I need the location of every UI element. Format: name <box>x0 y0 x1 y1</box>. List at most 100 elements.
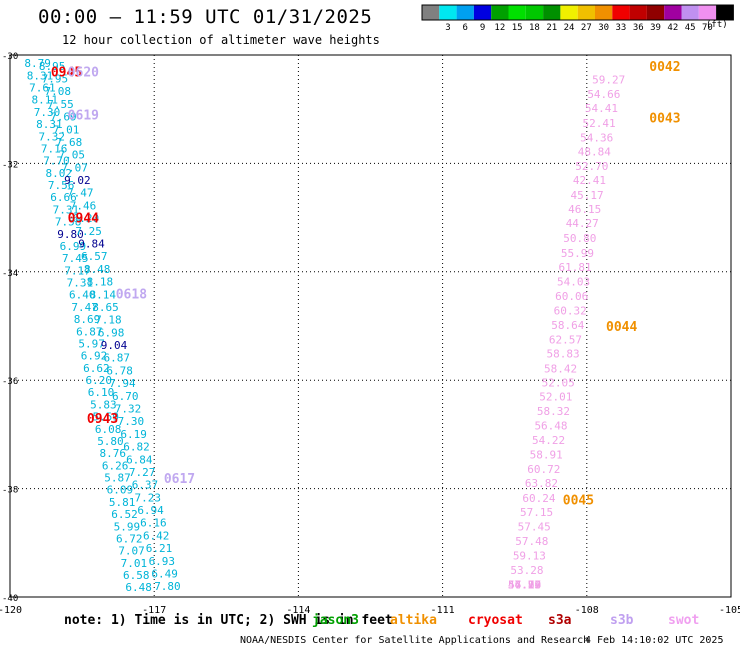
scale-tick-label: 15 <box>512 23 523 33</box>
pass-label: 0620 <box>68 65 99 80</box>
wave-height-west: 6.58 <box>123 569 150 582</box>
wave-height-west: 6.08 <box>95 423 122 436</box>
scale-swatch <box>698 5 717 20</box>
scale-swatch <box>612 5 630 20</box>
wave-height-west-2: 7.80 <box>154 580 181 593</box>
wave-height-west: 5.99 <box>114 520 141 533</box>
wave-height-west-2: 7.94 <box>109 377 136 390</box>
scale-swatch <box>595 5 613 20</box>
wave-height-west: 7.47 <box>71 301 98 314</box>
wave-height-west-2: 7.55 <box>47 98 74 111</box>
wave-height-east: 54.36 <box>580 131 613 144</box>
wave-height-east: 57.45 <box>518 521 551 534</box>
x-tick-label: -120 <box>0 605 22 615</box>
scale-tick-label: 12 <box>494 23 505 33</box>
wave-height-east: 42.41 <box>573 174 606 187</box>
wave-height-west-2: 7.47 <box>67 187 94 200</box>
wave-height-east: 63.82 <box>525 477 558 490</box>
wave-height-west: 8.31 <box>36 118 63 131</box>
wave-height-west-2: 6.37 <box>132 479 159 492</box>
wave-height-west-2: 7.01 <box>53 123 80 136</box>
pass-label: 0044 <box>606 320 637 335</box>
wave-height-west-2: 8.14 <box>89 288 116 301</box>
wave-height-east: 56.48 <box>534 420 567 433</box>
wave-height-west: 6.20 <box>85 374 112 387</box>
scale-swatch <box>439 5 457 20</box>
wave-height-east: 62.57 <box>549 334 582 347</box>
scale-tick-label: 33 <box>616 23 627 33</box>
y-tick-label: -32 <box>2 160 18 170</box>
x-tick-label: -114 <box>286 605 310 615</box>
x-tick-label: -108 <box>575 605 599 615</box>
wave-height-east: 57.80 <box>508 579 541 592</box>
scale-swatch <box>716 5 734 20</box>
scale-unit-label: (ft) <box>706 20 728 30</box>
wave-height-east: 57.94 <box>508 579 541 592</box>
wave-height-west: 8.79 <box>24 57 50 70</box>
wave-height-east: 60.32 <box>554 304 587 317</box>
wave-height-west-2: 6.70 <box>112 390 138 403</box>
wave-height-east: 60.72 <box>527 463 560 476</box>
wave-height-west-2: 6.16 <box>140 517 167 530</box>
wave-height-east: 52.70 <box>575 160 608 173</box>
wave-height-east: 54.41 <box>585 102 618 115</box>
scale-swatch <box>629 5 647 20</box>
footer-note: note: 1) Time is in UTC; 2) SWH is in fe… <box>64 613 393 628</box>
wave-height-west: 8.31 <box>27 69 53 82</box>
wave-height-east: 58.64 <box>551 319 584 332</box>
scale-swatch <box>525 5 544 20</box>
wave-height-west: 8.76 <box>100 447 127 460</box>
sat-legend-swot: swot <box>668 613 700 628</box>
x-tick-label: -117 <box>142 605 166 615</box>
wave-height-west: 6.48 <box>125 581 152 594</box>
wave-height-east: 52.41 <box>583 117 616 130</box>
wave-height-west-2: 6.57 <box>81 250 108 263</box>
wave-height-west: 5.87 <box>104 472 131 485</box>
wave-height-west-2: 6.84 <box>126 453 153 466</box>
wave-height-east: 46.15 <box>568 203 601 216</box>
wave-height-west-2: 8.65 <box>92 301 119 314</box>
wave-height-east: 48.84 <box>578 145 611 158</box>
wave-height-east: 58.83 <box>546 348 579 361</box>
wave-height-west-2: 7.23 <box>135 491 162 504</box>
wave-height-west: 7.31 <box>53 203 80 216</box>
wave-height-west: 7.32 <box>39 130 66 143</box>
pass-label: 0943 <box>87 412 118 427</box>
wave-height-west: 6.62 <box>83 362 110 375</box>
wave-height-east: 59.27 <box>592 73 625 86</box>
wave-height-east: 54.03 <box>557 276 590 289</box>
wave-height-west-2: 7.27 <box>129 466 156 479</box>
pass-label: 0043 <box>649 111 680 126</box>
plot-area: -120 -117 -114 -111 -108 -105 -40 -38 -36 -34 -32 -… <box>0 52 740 615</box>
wave-height-west: 7.01 <box>121 557 148 570</box>
scale-tick-label: 27 <box>581 23 592 33</box>
wave-height-west: 6.40 <box>69 289 96 302</box>
pass-label: 0619 <box>68 109 99 124</box>
wave-height-west-2: 6.19 <box>120 428 147 441</box>
wave-height-west: 7.70 <box>43 155 70 168</box>
scale-tick-label: 3 <box>445 23 450 33</box>
wave-height-west: 7.58 <box>55 216 82 229</box>
wave-height-west-2: 8.18 <box>87 276 114 289</box>
scale-swatch <box>491 5 509 20</box>
wave-height-east: 58.91 <box>530 448 563 461</box>
wave-height-west: 7.45 <box>62 252 88 265</box>
x-tick-label: -105 <box>719 605 740 615</box>
wave-height-west: 5.81 <box>109 496 136 509</box>
wave-height-west-2: 7.68 <box>56 136 83 149</box>
scale-tick-label: 30 <box>598 23 609 33</box>
y-tick-label: -38 <box>2 486 18 496</box>
wave-height-west-2: 6.78 <box>106 364 132 377</box>
wave-height-west-2: 7.08 <box>44 85 71 98</box>
wave-height-west: 8.02 <box>46 167 73 180</box>
scale-swatch <box>664 5 682 20</box>
chart-subtitle: 12 hour collection of altimeter wave hei… <box>62 33 380 47</box>
scale-tick-label: 9 <box>480 23 485 33</box>
wave-height-east: 52.01 <box>539 390 572 403</box>
wave-height-west: 7.56 <box>48 179 75 192</box>
wave-height-west: 6.10 <box>88 386 115 399</box>
scale-tick-label: 6 <box>463 23 468 33</box>
pass-label: 0944 <box>68 212 99 227</box>
wave-height-west: 5.59 <box>92 411 119 424</box>
wave-height-east: 54.22 <box>532 434 565 447</box>
